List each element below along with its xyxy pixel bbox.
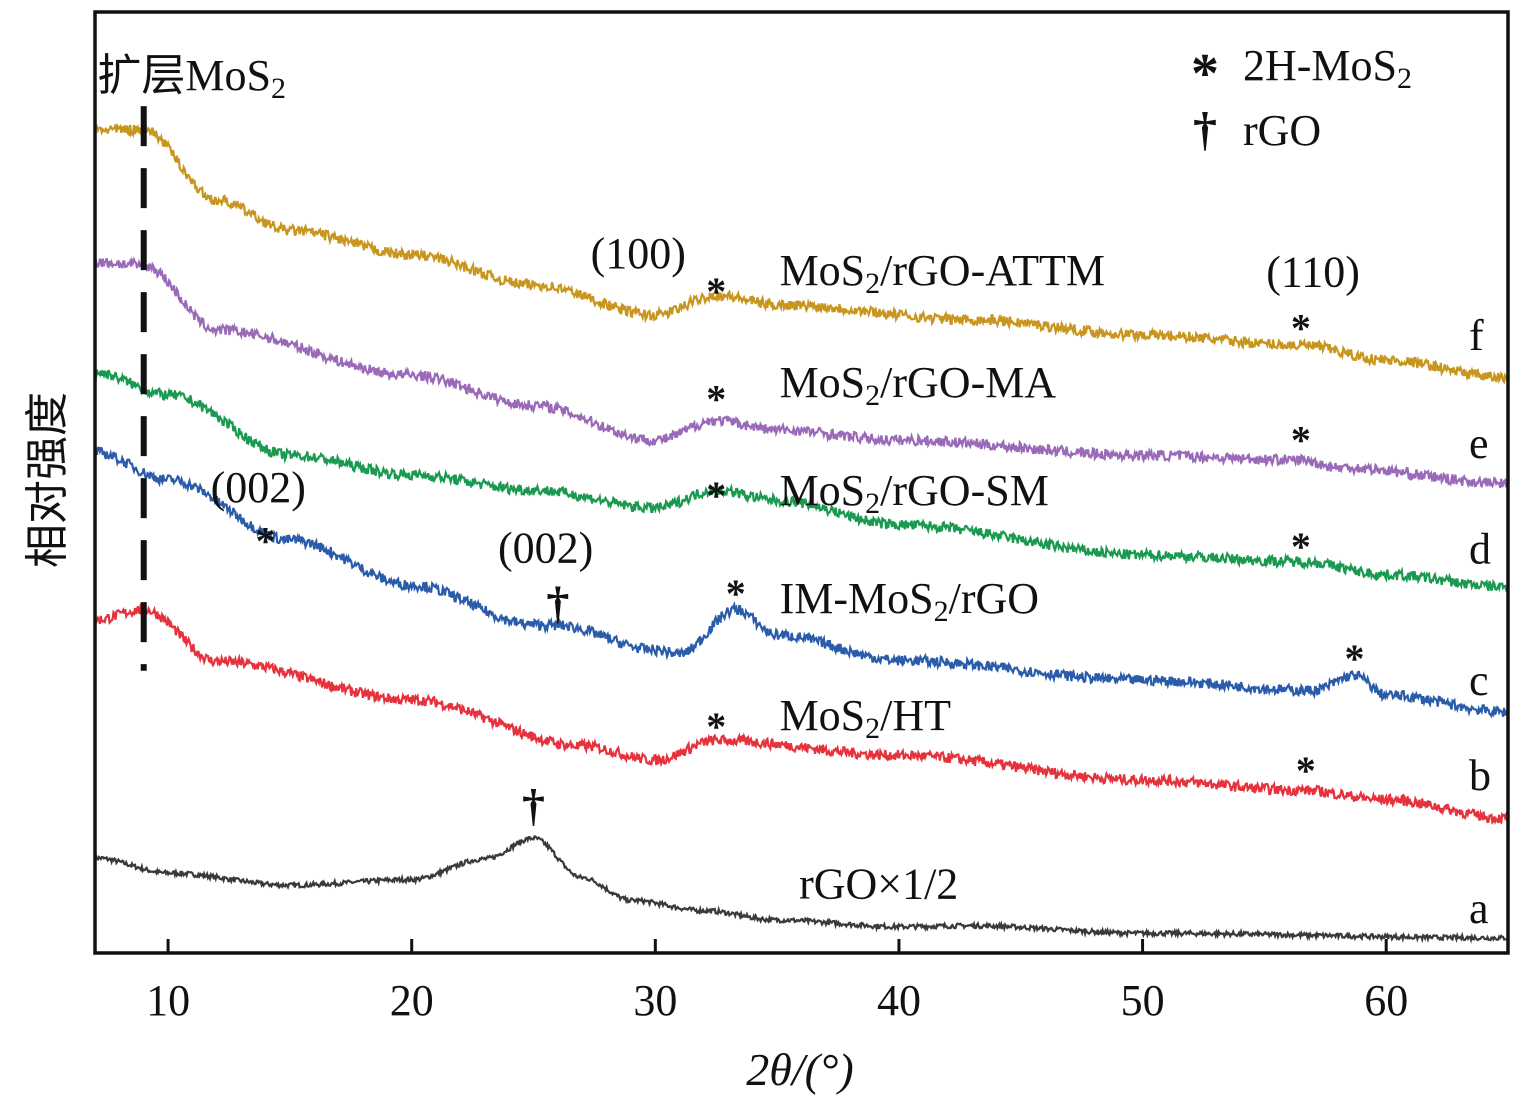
mos2-peak-marker: * [1291,306,1311,351]
plot-frame [93,10,1510,955]
series-line-b [93,602,1510,826]
series-letter: c [1469,656,1489,705]
series-label: MoS2/rGO-ATTM [780,246,1105,300]
legend-symbol: † [1193,103,1217,156]
series-label: MoS2/HT [780,691,952,745]
legend-label: rGO [1243,106,1321,155]
series-letter: a [1469,884,1489,933]
series-line-a [93,835,1509,944]
x-tick-label: 40 [877,976,921,1025]
series-line-c [93,446,1509,719]
series-label: IM-MoS2/rGO [780,574,1039,628]
x-axis-label: 2θ/(°) [746,1044,853,1095]
mos2-peak-marker: * [1291,524,1311,569]
mos2-peak-marker: * [256,518,276,563]
mos2-peak-marker: * [1291,418,1311,463]
x-tick-label: 20 [390,976,434,1025]
x-axis: 10 20 30 40 50 60 [146,939,1408,1025]
mos2-peak-marker: * [1345,636,1365,681]
x-tick-label: 10 [146,976,190,1025]
peak-index-label: (110) [1266,248,1360,297]
series-line-e [94,256,1510,489]
mos2-peak-marker: * [1296,748,1316,793]
dashed-line-label: 扩层MoS2 [97,51,286,105]
series-line-f [93,122,1510,385]
series-letter: f [1469,311,1484,360]
series-curves [93,122,1510,944]
series-label: MoS2/rGO-SM [780,466,1049,520]
series-letter: b [1469,751,1491,800]
legend: * 2H-MoS2 † rGO [1191,41,1412,156]
mos2-peak-marker: * [706,376,726,421]
chart-annotations: 扩层MoS2 rGO×1/2 a MoS2/HT b IM-MoS2/rGO c MoS2/r… [97,51,1491,933]
y-axis-label: 相对强度 [23,392,72,568]
rgo-peak-marker: † [546,577,569,628]
series-letter: e [1469,419,1489,468]
series-label: MoS2/rGO-MA [780,358,1057,412]
x-tick-label: 50 [1121,976,1165,1025]
mos2-peak-marker: * [726,571,746,616]
x-tick-label: 60 [1364,976,1408,1025]
peak-index-label: (002) [498,523,593,572]
series-line-d [93,369,1509,594]
mos2-peak-marker: * [706,704,726,749]
rgo-peak-marker: † [522,779,545,830]
mos2-peak-marker: * [706,473,726,518]
legend-symbol: * [1191,43,1219,105]
series-letter: d [1469,524,1491,573]
mos2-peak-marker: * [706,269,726,314]
series-label: rGO×1/2 [799,859,958,908]
peak-index-label: (002) [211,463,306,512]
legend-label: 2H-MoS2 [1243,41,1412,95]
x-tick-label: 30 [633,976,677,1025]
peak-index-label: (100) [591,229,686,278]
